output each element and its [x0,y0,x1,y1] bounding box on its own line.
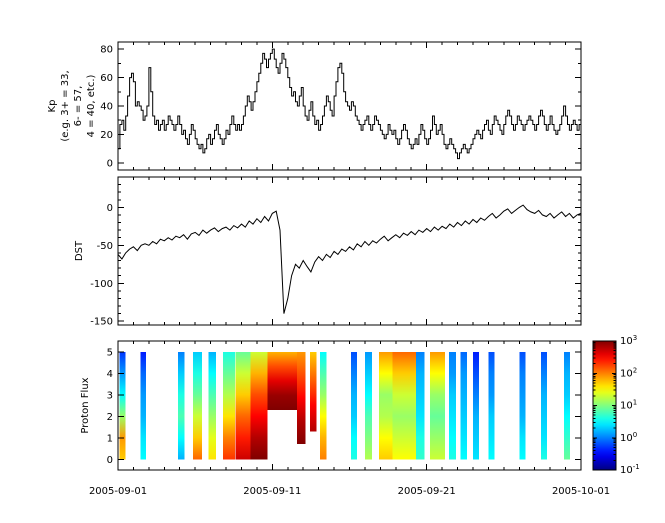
x-tick-label: 2005-09-01 [89,486,147,497]
y-tick-label: 0 [107,158,113,169]
flux-stripe [267,351,297,410]
flux-stripe [473,351,480,460]
proton_flux-ylabel: Proton Flux [80,377,91,433]
y-tick-label: 2 [107,412,113,423]
flux-stripe [119,351,126,460]
y-tick-label: 1 [107,433,113,444]
y-tick-label: 0 [107,203,113,214]
y-tick-label: 80 [100,45,113,56]
y-tick-label: 60 [100,73,113,84]
flux-stripe [364,351,372,460]
flux-stripe [378,351,393,460]
dst-ylabel: DST [74,240,85,261]
flux-stripe [392,351,416,460]
flux-stripe [235,351,251,460]
x-tick-label: 2005-10-01 [552,486,610,497]
flux-stripe [310,351,317,432]
kp-ylabel: 6- = 57, [73,86,84,127]
y-tick-label: 0 [107,455,113,466]
flux-stripe [519,351,526,460]
kp-ylabel: Kp [47,100,58,113]
flux-stripe [488,351,495,460]
y-ticks: 0 20 40 60 80 [100,45,581,169]
y-tick-label: -100 [90,279,113,290]
colorbar-tick-label: 102 [620,366,637,379]
flux-stripe [415,351,425,460]
proton_flux-panel: 0 1 2 3 4 5 Proton Flux [80,340,582,471]
flux-stripe [540,351,548,460]
y-tick-label: 20 [100,130,113,141]
x-tick-label: 2005-09-21 [398,486,456,497]
x-tick-labels: 2005-09-01 2005-09-11 2005-09-21 2005-10-01 [89,486,610,497]
flux-stripe [178,351,185,460]
kp-line [118,48,581,160]
flux-stripe [222,351,236,460]
y-ticks: 0 -50 -100 -150 [90,176,581,328]
flux-stripe [449,351,456,460]
flux-stripe [460,351,467,460]
colorbar-tick-label: 101 [620,399,637,412]
kp-ylabel: (e.g. 3+ = 33, [60,70,71,141]
x-ticks [117,177,582,325]
flux-stripe [208,351,216,460]
colorbar-tick-label: 10-1 [620,463,640,476]
y-tick-label: 40 [100,102,113,113]
flux-stripe [192,351,203,460]
colorbar-tick-label: 100 [620,431,637,444]
flux-stripe [140,351,146,460]
kp-ylabel: 4 = 40, etc.) [86,74,97,137]
colorbar: 103 102 101 100 10-1 [592,334,640,476]
y-tick-label: 4 [107,369,113,380]
x-ticks [117,341,582,470]
flux-stripe [351,351,358,460]
colorbar-tick-label: 103 [620,334,637,347]
kp-panel: 0 20 40 60 80 Kp (e.g. 3+ = 33, 6- = 57, 4 = 40,… [47,41,582,171]
x-ticks [117,42,582,170]
dst-line [117,204,582,314]
y-ticks: 0 1 2 3 4 5 [107,347,581,466]
flux-stripe [297,351,306,445]
flux-stripe [429,351,446,460]
y-tick-label: -150 [90,317,113,328]
x-tick-label: 2005-09-11 [243,486,301,497]
flux-stripe [564,351,571,460]
y-tick-label: 5 [107,347,113,358]
y-tick-label: 3 [107,390,113,401]
flux-stripe [320,351,327,460]
y-tick-label: -50 [97,241,113,252]
flux-stripe [250,351,268,460]
proton-flux-heatmap [119,351,571,460]
dst-panel: 0 -50 -100 -150 DST [74,176,582,328]
